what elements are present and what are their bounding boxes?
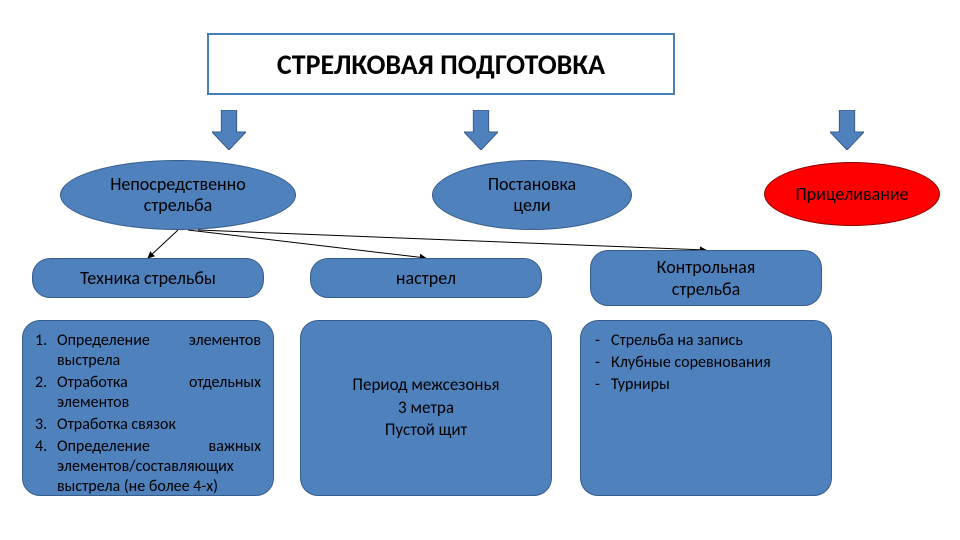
down-arrow-0 <box>212 110 246 150</box>
connector-1 <box>188 230 426 258</box>
detail-right-item: Клубные соревнования <box>611 353 771 373</box>
down-arrow-1 <box>464 110 498 150</box>
ellipse-middle: Постановка цели <box>432 160 632 230</box>
detail-right-item: Турниры <box>611 375 771 395</box>
connector-0 <box>148 230 178 258</box>
title-box: СТРЕЛКОВАЯ ПОДГОТОВКА <box>207 33 675 95</box>
down-arrow-2 <box>830 110 864 150</box>
detail-middle: Период межсезонья3 метраПустой щит <box>300 320 552 496</box>
midbox-middle: настрел <box>310 258 542 298</box>
detail-left-item: Отработка связок <box>57 415 261 435</box>
detail-left: Определение элементов выстрелаОтработка … <box>22 320 274 496</box>
midbox-left: Техника стрельбы <box>32 258 264 298</box>
detail-right-item: Стрельба на запись <box>611 331 771 351</box>
detail-left-item: Отработка отдельных элементов <box>57 373 261 413</box>
detail-middle-line: Пустой щит <box>352 419 499 442</box>
detail-left-item: Определение элементов выстрела <box>57 331 261 371</box>
detail-left-item: Определение важных элементов/составляющи… <box>57 437 261 497</box>
ellipse-left: Непосредственно стрельба <box>60 160 296 230</box>
detail-right: Стрельба на записьКлубные соревнованияТу… <box>580 320 832 496</box>
connector-2 <box>198 230 706 250</box>
detail-middle-line: Период межсезонья <box>352 374 499 397</box>
midbox-right: Контрольная стрельба <box>590 250 822 306</box>
detail-middle-line: 3 метра <box>352 397 499 420</box>
ellipse-right: Прицеливание <box>764 162 940 226</box>
